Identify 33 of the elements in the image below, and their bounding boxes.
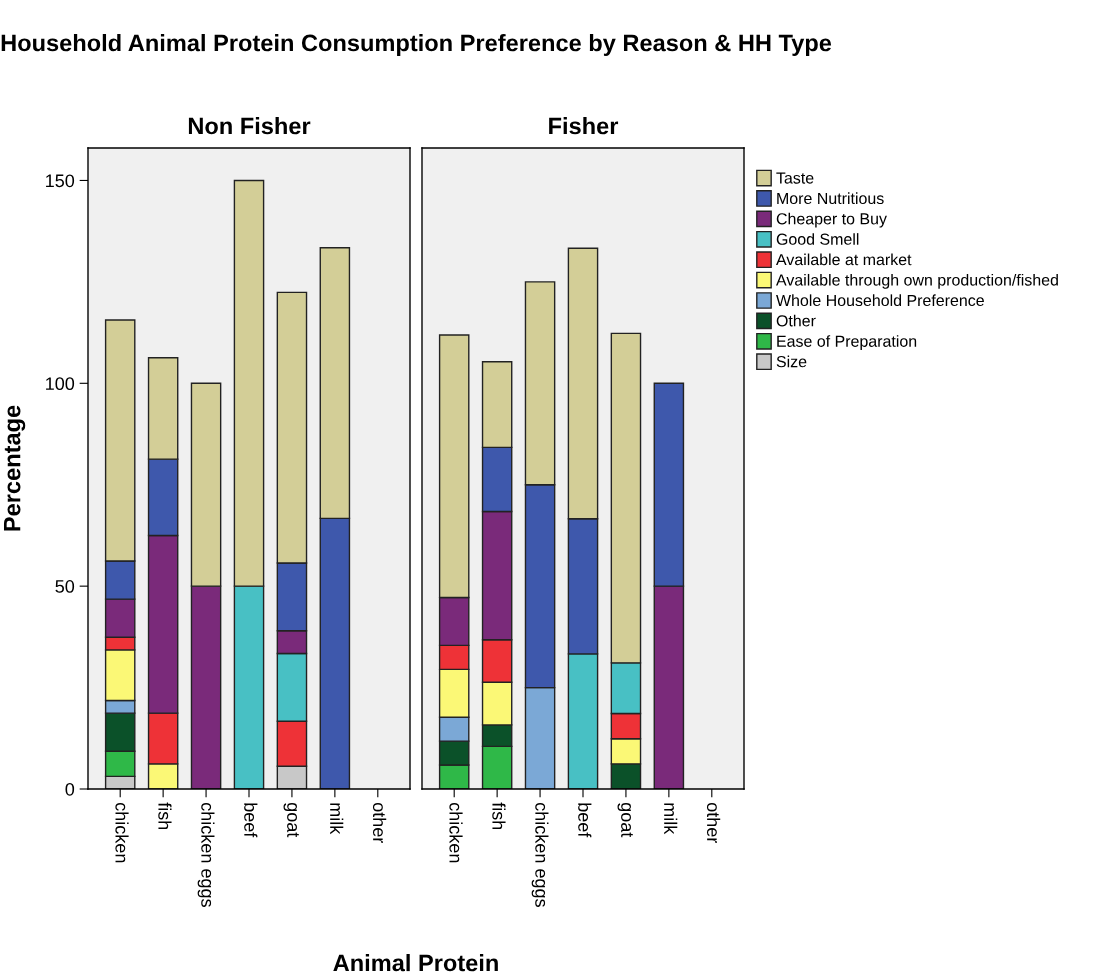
chart-subtitle: Non Fisher [188, 117, 311, 135]
legend-label: Available at market [776, 253, 912, 266]
legend-label: Whole Household Preference [776, 294, 984, 307]
y-tick-label: 50 [55, 580, 75, 593]
y-axis-title: Percentage [3, 405, 26, 531]
legend-label: Good Smell [776, 233, 859, 245]
x-tick-label: chicken [115, 802, 129, 863]
x-tick-label: goat [617, 802, 633, 838]
legend-label: Other [776, 314, 816, 327]
legend-label: Ease of Preparation [777, 335, 917, 351]
legend-label: Cheaper to Buy [776, 212, 887, 228]
legend-label: Available through own production/fished [776, 273, 1058, 289]
x-tick-label: other [706, 802, 721, 844]
x-tick-label: beef [578, 803, 592, 838]
x-tick-label: milk [664, 803, 678, 835]
legend-label: Taste [776, 172, 814, 184]
y-tick-label: 0 [65, 782, 75, 796]
x-tick-label: beef [244, 803, 258, 838]
x-tick-label: fish [492, 802, 506, 830]
y-tick-label: 100 [46, 377, 75, 391]
x-axis-title: Animal Protein [333, 953, 498, 972]
legend-label: More Nutritious [777, 192, 884, 205]
x-tick-label: milk [330, 803, 344, 835]
x-tick-label: other [372, 802, 387, 844]
x-tick-label: chicken eggs [197, 802, 215, 907]
x-tick-label: chicken [449, 802, 463, 863]
legend-label: Size [776, 355, 807, 368]
chart-title: Household Animal Protein Consumption Preference by Reason & HH Type [1, 34, 832, 57]
y-tick-label: 150 [46, 174, 75, 188]
x-tick-label: fish [158, 802, 172, 830]
x-tick-label: chicken eggs [531, 802, 549, 907]
chart-title: Fisher [549, 117, 619, 135]
x-tick-label: goat [283, 802, 299, 838]
